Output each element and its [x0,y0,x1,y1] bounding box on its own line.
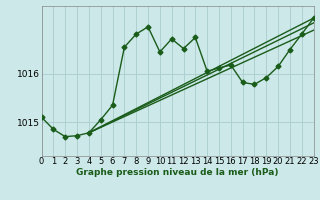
X-axis label: Graphe pression niveau de la mer (hPa): Graphe pression niveau de la mer (hPa) [76,168,279,177]
